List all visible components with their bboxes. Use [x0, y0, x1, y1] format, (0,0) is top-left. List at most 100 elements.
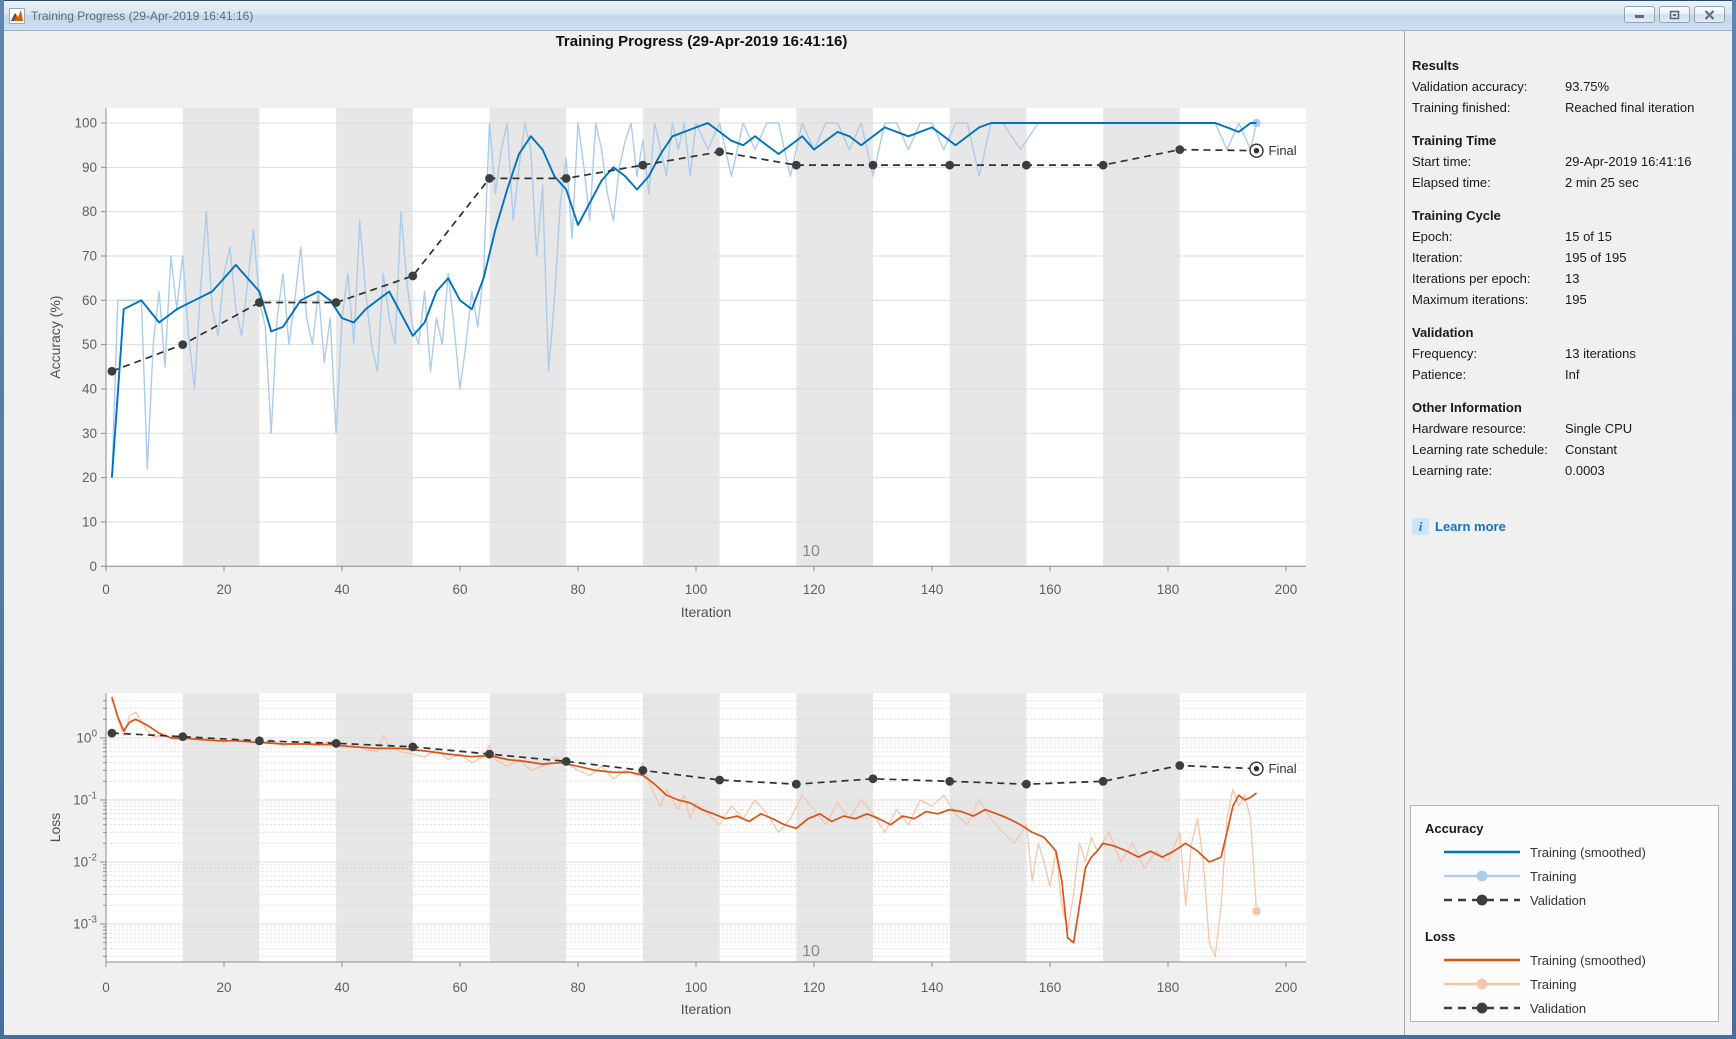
learn-more-link[interactable]: i Learn more	[1412, 518, 1506, 535]
panel-row-label: Maximum iterations:	[1412, 292, 1529, 307]
epoch-band	[489, 693, 567, 962]
x-tick-label: 200	[1275, 980, 1298, 995]
series-training	[111, 122, 1258, 478]
panel-row: Patience: Inf	[1405, 364, 1732, 385]
x-tick-label: 60	[452, 582, 467, 597]
panel-row-label: Start time:	[1412, 154, 1472, 169]
x-tick-label: 80	[570, 582, 585, 597]
x-tick-label: 180	[1157, 980, 1180, 995]
panel-row-value: Reached final iteration	[1565, 100, 1695, 115]
close-button[interactable]	[1694, 6, 1725, 23]
validation-marker	[1098, 776, 1108, 786]
panel-row-label: Learning rate schedule:	[1412, 442, 1548, 457]
validation-marker	[791, 160, 801, 170]
window-title: Training Progress (29-Apr-2019 16:41:16)	[31, 8, 254, 23]
panel-row: Maximum iterations: 195	[1405, 289, 1732, 310]
x-tick-label: 80	[570, 980, 585, 995]
panel-sections: Results Validation accuracy: 93.75% Trainin…	[1405, 30, 1732, 481]
side-panel: Results Validation accuracy: 93.75% Trainin…	[1404, 30, 1732, 1035]
legend-line-sample	[1444, 894, 1520, 906]
panel-row: Training finished: Reached final iteratio…	[1405, 97, 1732, 118]
matlab-icon	[9, 7, 25, 24]
x-axis-label: Iteration	[681, 1001, 732, 1017]
y-tick-label: 80	[82, 204, 97, 219]
epoch-band	[642, 108, 720, 567]
epoch-label: 10	[802, 943, 820, 960]
x-tick-label: 140	[921, 582, 944, 597]
validation-marker	[1022, 160, 1031, 170]
x-tick-label: 20	[216, 582, 231, 597]
legend-entry-label: Validation	[1530, 1000, 1587, 1016]
minimize-button[interactable]	[1624, 6, 1655, 23]
panel-row: Hardware resource: Single CPU	[1405, 418, 1732, 439]
panel-row-value: 93.75%	[1565, 79, 1610, 94]
panel-row-value: 2 min 25 sec	[1565, 175, 1639, 190]
validation-marker	[945, 776, 955, 786]
x-tick-label: 60	[452, 980, 467, 995]
panel-heading-other-information: Other Information	[1412, 400, 1522, 415]
validation-marker	[408, 742, 418, 752]
validation-marker	[715, 775, 724, 785]
validation-marker	[255, 298, 264, 307]
y-tick-label: 70	[82, 248, 97, 263]
panel-row: Validation accuracy: 93.75%	[1405, 76, 1732, 97]
x-tick-label: 40	[334, 980, 349, 995]
epoch-band	[1103, 108, 1180, 567]
x-tick-label: 0	[102, 582, 110, 597]
restore-button[interactable]	[1659, 6, 1690, 23]
legend-entry-label: Training	[1530, 868, 1577, 884]
validation-marker	[945, 160, 955, 170]
window-controls	[1624, 6, 1725, 23]
y-tick-label: 40	[82, 381, 97, 396]
y-tick-label: 100	[74, 116, 97, 131]
panel-row-label: Frequency:	[1412, 346, 1478, 361]
legend-entry: Validation	[1442, 1000, 1586, 1016]
validation-marker	[331, 298, 341, 307]
final-label: Final	[1269, 761, 1297, 776]
validation-marker	[485, 174, 494, 183]
epoch-band	[1103, 693, 1180, 962]
validation-marker	[561, 756, 571, 766]
x-tick-label: 0	[102, 980, 110, 995]
legend-entry: Training	[1442, 868, 1576, 884]
y-tick-label: 10	[82, 514, 97, 529]
validation-marker	[107, 728, 117, 738]
validation-marker	[485, 749, 494, 759]
validation-marker	[1175, 761, 1185, 770]
panel-row: Epoch: 15 of 15	[1405, 226, 1732, 247]
panel-row-value: Inf	[1565, 367, 1580, 382]
epoch-band	[796, 693, 873, 962]
y-tick-label: 10-2	[73, 853, 97, 870]
series-validation	[111, 732, 1257, 786]
panel-heading-validation: Validation	[1412, 325, 1474, 340]
x-axis-label: Iteration	[681, 604, 732, 620]
y-axis-label: Accuracy (%)	[47, 296, 63, 379]
panel-row-label: Epoch:	[1412, 229, 1453, 244]
x-tick-label: 100	[685, 582, 708, 597]
window-border-right	[1732, 0, 1736, 1039]
y-tick-label: 10-3	[73, 915, 97, 932]
panel-row-label: Validation accuracy:	[1412, 79, 1528, 94]
panel-row-value: 13	[1565, 271, 1580, 286]
legend-entry-label: Training	[1530, 976, 1577, 992]
panel-row-value: Constant	[1565, 442, 1618, 457]
learn-more-label: Learn more	[1435, 519, 1506, 534]
epoch-band	[796, 108, 873, 567]
epoch-band	[336, 108, 413, 567]
validation-marker	[331, 738, 341, 748]
legend-line-sample	[1444, 958, 1520, 962]
series-training-smoothed-	[110, 122, 1257, 478]
epoch-band	[489, 108, 567, 567]
legend-entry: Training (smoothed)	[1442, 952, 1646, 968]
y-tick-label: 20	[82, 470, 97, 485]
epoch-band	[949, 693, 1027, 962]
legend-entry: Training	[1442, 976, 1576, 992]
y-tick-label: 60	[82, 293, 97, 308]
info-icon: i	[1412, 518, 1429, 535]
legend-entry: Training (smoothed)	[1442, 844, 1646, 860]
panel-row: Iterations per epoch: 13	[1405, 268, 1732, 289]
validation-marker	[178, 732, 188, 742]
titlebar[interactable]: Training Progress (29-Apr-2019 16:41:16)	[1, 1, 1735, 31]
y-tick-label: 10-1	[73, 791, 97, 808]
